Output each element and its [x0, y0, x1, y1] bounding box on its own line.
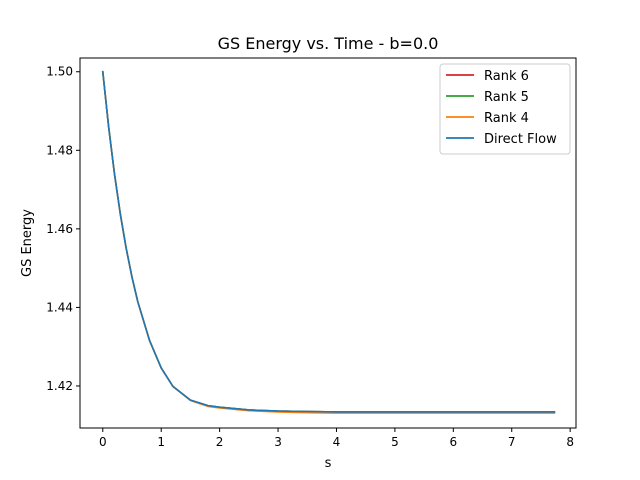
x-tick-label: 3 [274, 435, 282, 449]
legend-box [439, 63, 571, 155]
legend-label: Rank 4 [484, 111, 529, 126]
y-tick-label: 1.42 [46, 379, 73, 393]
x-axis-ticks: 0 1 2 3 4 5 6 7 8 [99, 428, 574, 449]
legend-label: Direct Flow [484, 132, 557, 147]
chart-title: GS Energy vs. Time - b=0.0 [218, 34, 439, 53]
x-axis-label: s [325, 456, 332, 471]
y-tick-label: 1.46 [46, 222, 73, 236]
x-tick-label: 2 [216, 435, 224, 449]
y-tick-label: 1.50 [46, 65, 73, 79]
plot-lines [101, 70, 556, 414]
series-line-3 [101, 70, 556, 413]
legend: Rank 6 Rank 5 Rank 4 Direct Flow [439, 63, 571, 155]
plot-frame [79, 57, 577, 429]
y-tick-label: 1.48 [46, 143, 73, 157]
x-tick-label: 1 [157, 435, 165, 449]
x-tick-label: 0 [99, 435, 107, 449]
x-tick-label: 8 [566, 435, 574, 449]
x-tick-label: 4 [333, 435, 341, 449]
legend-label: Rank 5 [484, 90, 529, 105]
legend-label: Rank 6 [484, 69, 529, 84]
x-tick-label: 5 [391, 435, 399, 449]
y-tick-label: 1.44 [46, 300, 73, 314]
y-axis-ticks: 1.42 1.44 1.46 1.48 1.50 [46, 65, 80, 393]
x-tick-label: 7 [508, 435, 516, 449]
x-tick-label: 6 [449, 435, 457, 449]
y-axis-label: GS Energy [20, 209, 35, 277]
